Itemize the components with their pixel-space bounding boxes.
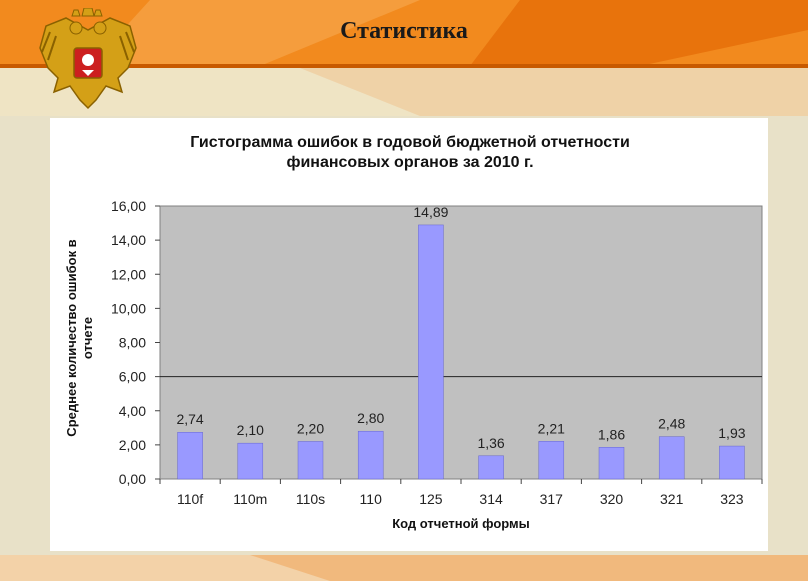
chart-title-line: Гистограмма ошибок в годовой бюджетной о… — [190, 134, 630, 151]
data-label: 2,74 — [176, 411, 203, 427]
plot-area — [159, 205, 763, 480]
slide-title: Статистика — [340, 18, 468, 44]
x-axis-label: Код отчетной формы — [392, 516, 530, 531]
y-tick-label: 0,00 — [119, 471, 146, 487]
bar — [237, 442, 264, 480]
y-tick-label: 8,00 — [119, 335, 146, 351]
y-tick-label: 16,00 — [111, 198, 146, 214]
russian-coat-of-arms-icon — [39, 8, 137, 110]
x-tick-label: 321 — [660, 491, 684, 507]
y-tick-label: 10,00 — [111, 300, 146, 316]
x-tick-label: 125 — [419, 491, 443, 507]
x-tick-label: 323 — [720, 491, 744, 507]
x-tick-label: 110m — [233, 491, 267, 507]
y-tick-label: 4,00 — [119, 403, 146, 419]
bar — [357, 430, 384, 480]
data-label: 2,20 — [297, 420, 324, 436]
data-label: 1,86 — [598, 426, 625, 442]
x-tick-label: 314 — [479, 491, 503, 507]
chart-title-line: финансовых органов за 2010 г. — [286, 154, 533, 171]
y-tick-label: 6,00 — [119, 369, 146, 385]
x-tick-label: 110 — [360, 491, 383, 507]
data-label: 14,89 — [413, 204, 448, 220]
data-label: 1,93 — [718, 425, 745, 441]
x-tick-label: 110f — [177, 491, 203, 507]
x-tick-label: 320 — [600, 491, 624, 507]
data-label: 2,10 — [237, 422, 264, 438]
y-axis-label-line: отчете — [80, 317, 95, 359]
y-axis-label-line: Среднее количество ошибок в — [64, 239, 79, 436]
data-label: 1,36 — [477, 435, 504, 451]
bar — [538, 441, 565, 480]
y-axis-label: Среднее количество ошибок вотчете — [64, 239, 95, 436]
data-label: 2,80 — [357, 410, 384, 426]
bar — [478, 455, 504, 480]
chart-panel: 2,74 2,10 2,20 2,80 14,89 1,36 2,21 1,86 2,48 1,9… — [50, 118, 768, 551]
bar — [658, 436, 685, 480]
bar — [297, 441, 324, 480]
x-tick-label: 110s — [296, 491, 325, 507]
bar-chart: 2,74 2,10 2,20 2,80 14,89 1,36 2,21 1,86 2,48 1,9… — [64, 134, 763, 531]
y-tick-label: 14,00 — [111, 232, 146, 248]
bar — [598, 447, 625, 480]
bar — [719, 445, 745, 480]
data-label: 2,48 — [658, 416, 685, 432]
y-tick-label: 12,00 — [111, 266, 146, 282]
bar — [418, 224, 444, 480]
data-label: 2,21 — [538, 420, 565, 436]
x-tick-label: 317 — [540, 491, 564, 507]
y-tick-label: 2,00 — [119, 437, 146, 453]
bar — [177, 431, 203, 480]
